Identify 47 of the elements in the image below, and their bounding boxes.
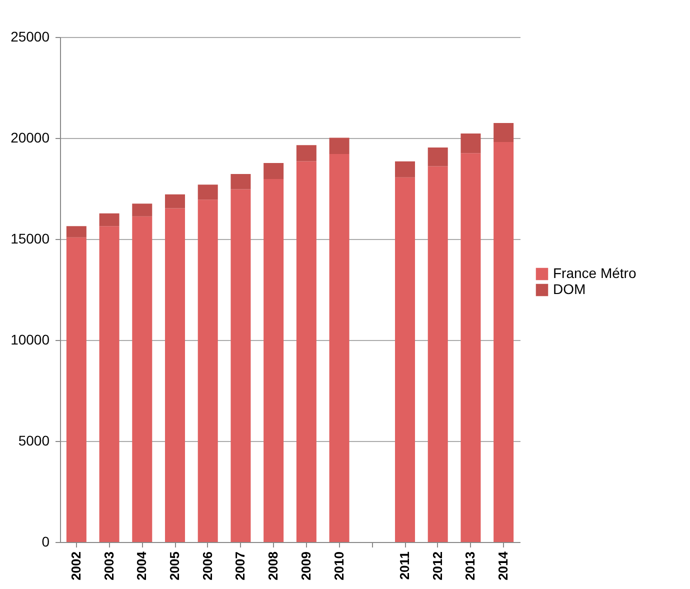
x-tick-label: 2009 [298, 552, 314, 580]
bar [329, 138, 350, 154]
bar [264, 179, 284, 542]
bar [428, 166, 448, 542]
x-tick-label: 2004 [134, 550, 150, 580]
bar [296, 145, 316, 162]
bar [132, 204, 152, 216]
bar [99, 213, 120, 226]
bar [230, 174, 251, 190]
bar [494, 142, 514, 542]
legend-label: DOM [553, 281, 586, 297]
y-tick-label: 0 [42, 534, 50, 550]
bar [66, 226, 86, 238]
x-tick-label: 2003 [101, 552, 116, 580]
y-tick-label: 5000 [18, 432, 50, 448]
bar [395, 161, 415, 178]
x-tick-label: 2011 [397, 552, 412, 580]
bar [165, 194, 185, 208]
legend-label: France Métro [553, 265, 636, 281]
bar [395, 177, 415, 542]
y-tick-label: 10000 [10, 332, 50, 348]
bar [66, 237, 86, 542]
bar [230, 189, 251, 542]
bar [460, 153, 481, 542]
bar [494, 123, 514, 142]
bar [329, 154, 350, 542]
x-tick-label: 2002 [68, 552, 84, 580]
x-tick-label: 2005 [167, 552, 182, 580]
y-tick-label: 15000 [10, 230, 50, 246]
y-tick-label: 25000 [10, 28, 50, 44]
bar [296, 161, 316, 542]
bar [132, 216, 152, 542]
bar [264, 163, 284, 180]
y-tick-label: 20000 [10, 130, 50, 146]
x-tick-label: 2012 [430, 552, 445, 580]
x-tick-label: 2008 [266, 552, 281, 580]
x-tick-label: 2007 [232, 552, 248, 580]
x-tick-label: 2013 [462, 552, 478, 580]
bar [165, 208, 185, 542]
bar [99, 226, 120, 542]
bar [198, 200, 218, 542]
bar [428, 147, 448, 166]
x-tick-label: 2014 [496, 550, 511, 580]
bar [198, 184, 218, 200]
x-tick-label: 2010 [331, 552, 346, 580]
bar [460, 134, 481, 154]
x-tick-label: 2006 [200, 552, 215, 580]
